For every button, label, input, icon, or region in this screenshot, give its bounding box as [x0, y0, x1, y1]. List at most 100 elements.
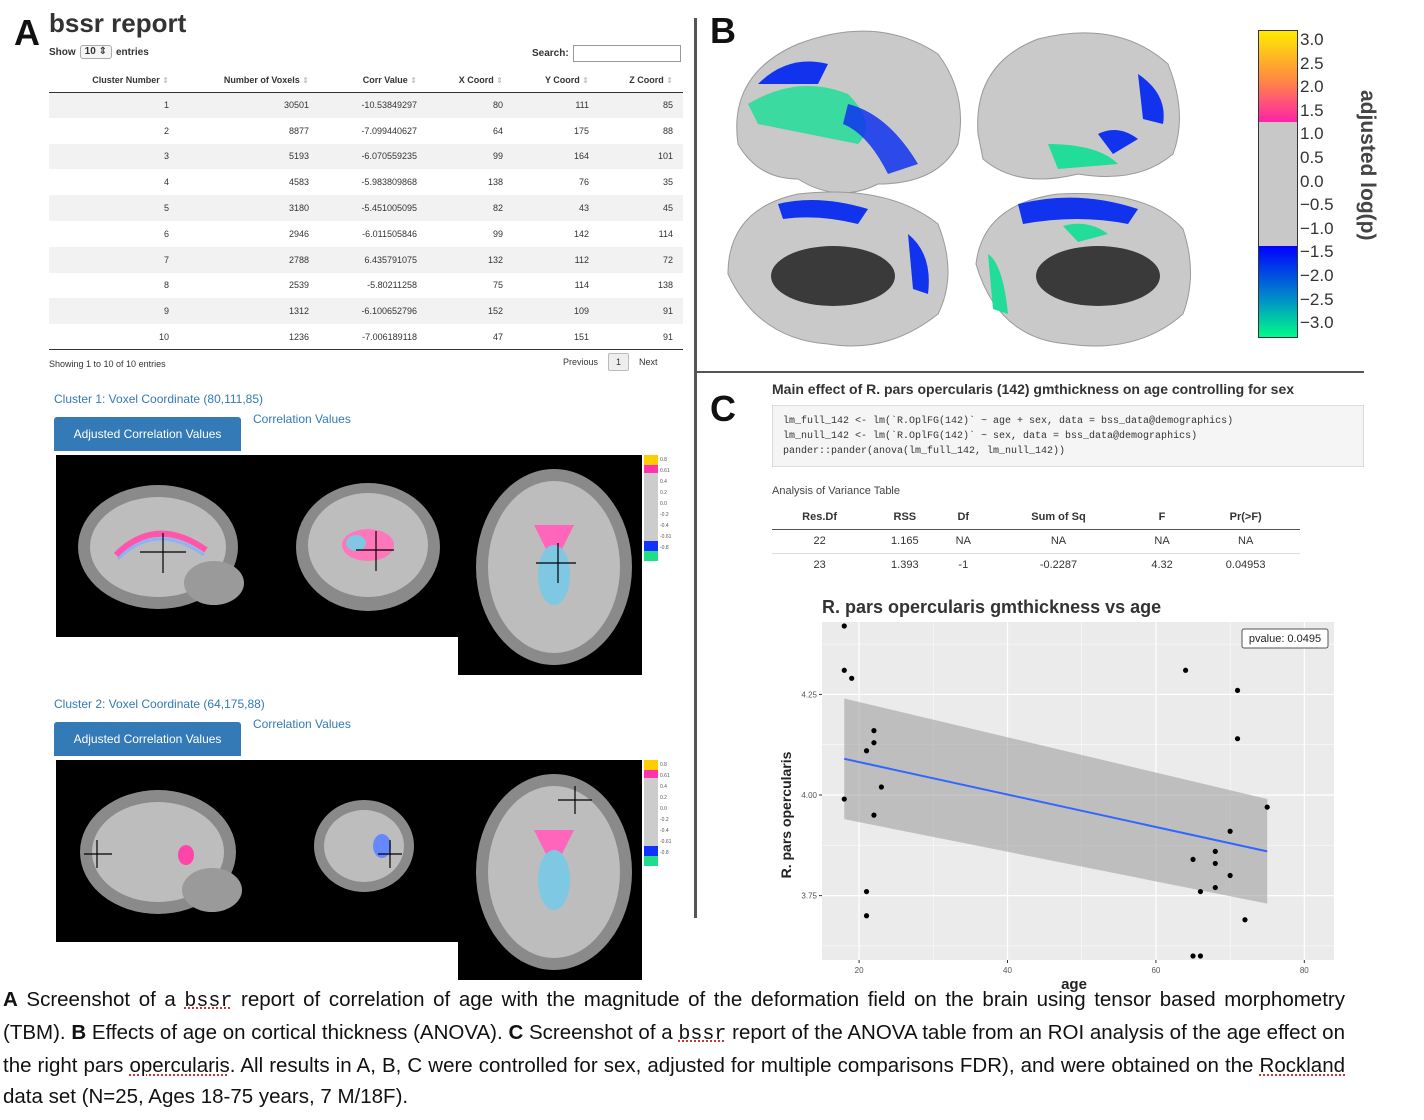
overlay-green — [1048, 144, 1118, 169]
colorbar-tick-label: −0.5 — [1300, 195, 1334, 215]
medial-wall — [1036, 246, 1160, 306]
panel-label-c: C — [710, 388, 736, 429]
col-header: F — [1132, 505, 1192, 530]
corpus-callosum-overlay — [113, 530, 208, 558]
anova-cell: NA — [984, 529, 1133, 554]
tab-adjusted-correlation[interactable]: Adjusted Correlation Values — [54, 722, 241, 756]
overlay-blue — [778, 200, 868, 224]
pvalue-annotation: pvalue: 0.0495 — [1249, 633, 1321, 645]
col-header[interactable]: X Coord ⇕ — [427, 68, 513, 93]
caption-letter-a: A — [3, 988, 18, 1011]
table-cell: 138 — [487, 177, 503, 188]
tab-correlation-values[interactable]: Correlation Values — [253, 717, 351, 731]
anova-cell: -1 — [958, 559, 969, 572]
anova-row: 22 1.165 NA NA NA NA — [772, 529, 1300, 554]
table-cell: 91 — [599, 324, 683, 351]
code-block: lm_full_142 <- lm(`R.OplFG(142)` ~ age +… — [772, 405, 1364, 467]
table-cell: 1 — [49, 92, 179, 118]
tab-adjusted-correlation[interactable]: Adjusted Correlation Values — [54, 417, 241, 451]
overlay-green — [1063, 223, 1108, 242]
col-header[interactable]: Y Coord ⇕ — [513, 68, 599, 93]
y-tick-label: 3.75 — [801, 892, 817, 901]
code-line: lm_null_142 <- lm(`R.OplFG(142)` ~ sex, … — [783, 431, 1198, 442]
anova-cell: 1.393 — [891, 559, 919, 572]
col-header[interactable]: Z Coord ⇕ — [599, 68, 683, 93]
table-info: Showing 1 to 10 of 10 entries — [49, 359, 166, 369]
table-cell: 80 — [427, 92, 513, 118]
brain-slices-2 — [56, 760, 658, 980]
y-axis-label: R. pars opercularis — [778, 751, 794, 878]
table-cell: 4 — [163, 177, 169, 188]
col-header[interactable]: Cluster Number ⇕ — [49, 68, 179, 93]
cluster-1-title[interactable]: Cluster 1: Voxel Coordinate (80,111,85) — [54, 392, 264, 406]
anova-cell: 4.32 — [1151, 559, 1173, 572]
tab-correlation-values[interactable]: Correlation Values — [253, 412, 351, 426]
colorbar-positive — [1258, 30, 1298, 122]
anova-cell: 23 — [813, 559, 826, 572]
data-point — [871, 728, 877, 734]
mini-bar-mid — [644, 770, 658, 778]
col-header[interactable]: Number of Voxels ⇕ — [179, 68, 319, 93]
search-control: Search: — [532, 45, 681, 62]
data-point — [1197, 888, 1204, 895]
table-cell: -5.451005095 — [319, 195, 427, 221]
table-cell: 10 — [49, 324, 179, 351]
caption-code: bssr — [184, 990, 233, 1013]
data-point — [1242, 917, 1248, 923]
mini-colorbar-tick: 0.0 — [660, 806, 667, 812]
table-cell: 99 — [427, 143, 513, 170]
coronal-overlay-blue — [346, 535, 366, 551]
overlay-blue — [843, 104, 918, 174]
table-cell: 4583 — [288, 177, 309, 188]
table-cell: 138 — [657, 280, 673, 291]
col-header[interactable]: Corr Value ⇕ — [319, 68, 427, 93]
mini-colorbar-tick: 0.61 — [660, 773, 670, 779]
overlay-green — [748, 86, 866, 144]
colorbar-border — [1258, 30, 1298, 338]
caption-word: opercularis — [129, 1054, 230, 1077]
panel-label-b: B — [710, 10, 736, 51]
entries-select[interactable]: 10 ⇕ — [79, 45, 112, 59]
axial-overlay-blue — [538, 850, 570, 910]
data-point — [878, 784, 884, 790]
panel-divider-horizontal — [697, 371, 1364, 373]
table-cell: 3180 — [179, 195, 319, 221]
mini-colorbar-tick: 0.4 — [660, 479, 667, 485]
medial-wall — [771, 246, 895, 306]
table-cell: 47 — [427, 324, 513, 351]
table-cell: 2946 — [288, 228, 309, 239]
anova-row: 23 1.393 -1 -0.2287 4.32 0.04953 — [772, 553, 1300, 577]
previous-link[interactable]: Previous — [563, 357, 599, 367]
show-label: Show — [49, 46, 76, 58]
data-point — [1190, 953, 1196, 959]
figure-caption: A Screenshot of a bssr report of correla… — [3, 984, 1345, 1112]
caption-text: data set (N=25, Ages 18-75 years, 7 M/18… — [3, 1085, 409, 1108]
anova-caption: Analysis of Variance Table — [772, 485, 900, 497]
table-cell: 6 — [163, 228, 169, 239]
sort-icon: ⇕ — [582, 75, 589, 85]
data-point — [863, 748, 870, 754]
search-input[interactable] — [572, 45, 681, 62]
mini-bar-low — [644, 541, 658, 551]
cluster-2-title[interactable]: Cluster 2: Voxel Coordinate (64,175,88) — [54, 697, 265, 711]
table-cell: 99 — [492, 228, 503, 239]
overlay-blue — [116, 537, 205, 561]
sort-icon: ⇕ — [162, 75, 169, 85]
table-cell: 152 — [427, 298, 513, 325]
panel-label-a: A — [14, 12, 40, 53]
mini-colorbar-tick: 0.4 — [660, 784, 667, 790]
mini-bar-lowest — [644, 551, 658, 561]
table-row: 2 8877 -7.099440627 64 175 88 — [49, 118, 683, 144]
next-link[interactable]: Next — [639, 357, 658, 367]
page-button[interactable]: 1 — [608, 353, 630, 371]
scatter-plot: 20 40 60 80 3.75 4.00 4.25 R. pars opercularis … — [778, 597, 1334, 992]
table-cell: 112 — [513, 246, 599, 273]
col-header: Res.Df — [772, 505, 868, 530]
caption-text: . All results in A, B, C were controlled… — [229, 1054, 1260, 1077]
mini-bar-neutral — [644, 473, 658, 541]
anova-cell: NA — [1191, 529, 1300, 554]
table-cell: 111 — [513, 92, 599, 118]
col-header: Df — [942, 505, 985, 530]
table-cell: 9 — [49, 298, 179, 325]
table-cell: 5 — [49, 195, 179, 221]
